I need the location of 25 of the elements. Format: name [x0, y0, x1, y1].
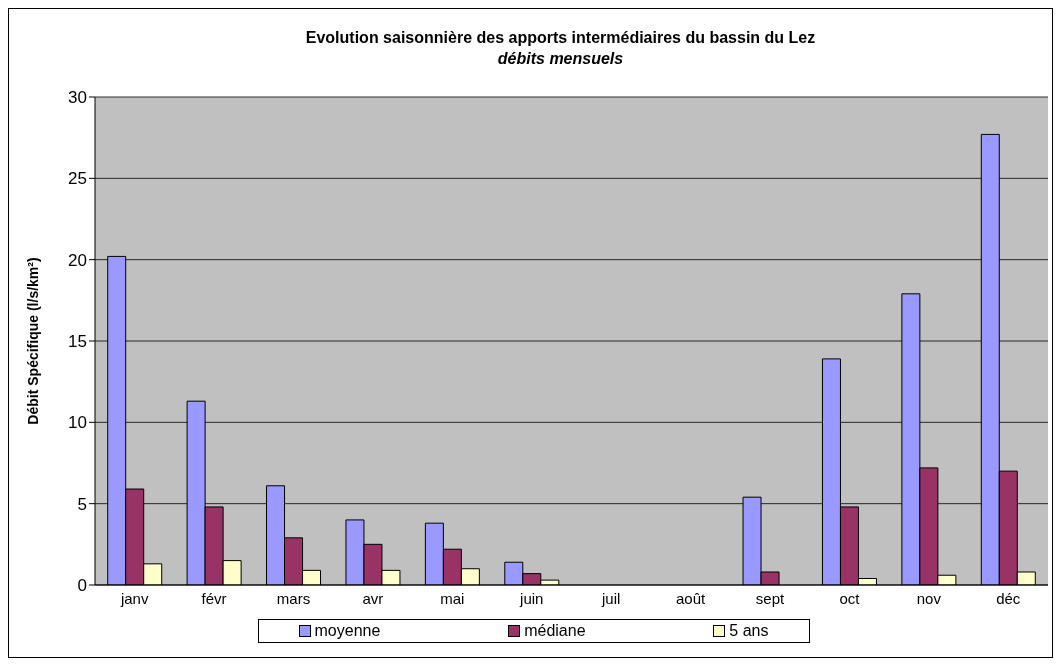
x-tick-label: mai: [440, 589, 465, 607]
y-tick-label: 15: [68, 332, 87, 352]
y-axis-title: Débit Spécifique (l/s/km²): [24, 257, 41, 425]
y-tick-label: 30: [68, 88, 87, 108]
x-tick-label: mars: [276, 589, 311, 607]
x-tick-label: avr: [362, 589, 384, 607]
legend-label: médiane: [524, 622, 586, 640]
x-tick-label: oct: [839, 589, 861, 607]
y-tick-label: 10: [68, 413, 87, 433]
x-tick-label: juil: [601, 589, 621, 607]
x-tick-label: févr: [201, 589, 227, 607]
x-tick-label: août: [676, 589, 707, 607]
x-tick-label: nov: [916, 589, 942, 607]
y-tick-label: 25: [68, 169, 87, 189]
legend-label: 5 ans: [729, 622, 769, 640]
x-tick-label: janv: [119, 589, 149, 607]
y-tick-label: 0: [77, 576, 87, 596]
chart-subtitle: débits mensuels: [496, 49, 625, 69]
legend-label: moyenne: [314, 622, 381, 640]
y-tick-label: 5: [77, 494, 87, 514]
x-tick-label: déc: [996, 589, 1021, 607]
x-tick-label: juin: [519, 589, 544, 607]
x-tick-label: sept: [755, 589, 786, 607]
y-tick-label: 20: [68, 250, 87, 270]
chart-title: Evolution saisonnière des apports intermédiaires du bassin du Lez: [304, 28, 817, 48]
